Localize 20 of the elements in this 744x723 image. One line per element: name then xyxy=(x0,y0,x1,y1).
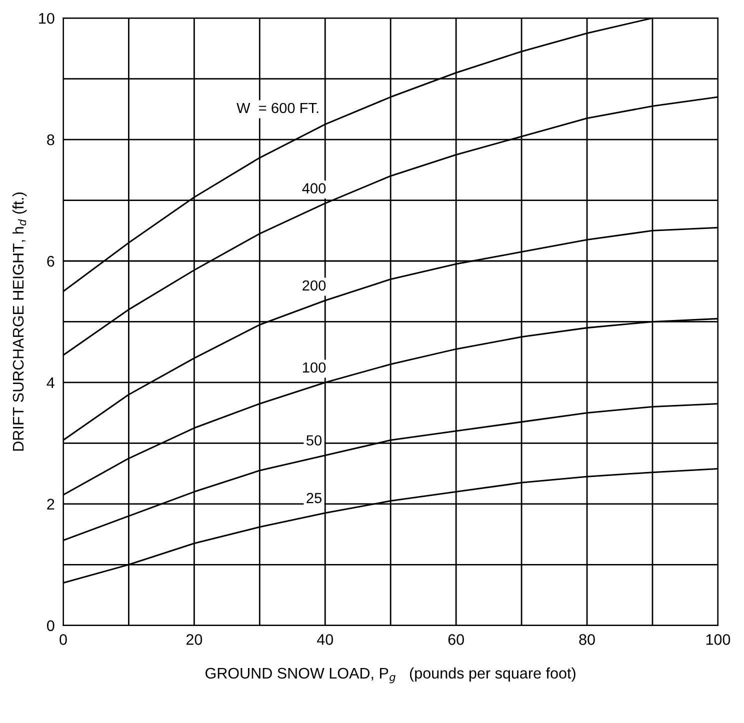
x-tick-label: 40 xyxy=(316,634,334,645)
y-tick-label: 10 xyxy=(39,12,54,24)
series-label: 200 xyxy=(302,280,326,291)
text: GROUND SNOW LOAD, P$_{g}$ (pounds per square foot) xyxy=(206,667,576,684)
series-label: 400 xyxy=(302,183,326,194)
x-tick-label: 60 xyxy=(448,634,464,645)
y-tick-label: 2 xyxy=(47,498,54,510)
x-tick-label: 100 xyxy=(706,634,730,645)
series-label: 100 xyxy=(302,362,326,373)
y-tick-label: 6 xyxy=(47,256,54,267)
y-axis-title: DRIFT SURCHARGE HEIGHT, h$_{d}$ (ft.) xyxy=(12,192,27,451)
series-label: 50 xyxy=(306,435,322,446)
y-tick-label: 0 xyxy=(47,620,54,632)
series-label: 25 xyxy=(306,492,322,504)
x-tick-label: 0 xyxy=(60,634,67,645)
x-tick-label: 20 xyxy=(186,634,202,645)
y-tick-label: 4 xyxy=(46,377,54,388)
series-label: W = 600 FT. xyxy=(236,102,318,114)
y-tick-label: 8 xyxy=(47,134,54,146)
x-tick-label: 80 xyxy=(579,634,595,645)
